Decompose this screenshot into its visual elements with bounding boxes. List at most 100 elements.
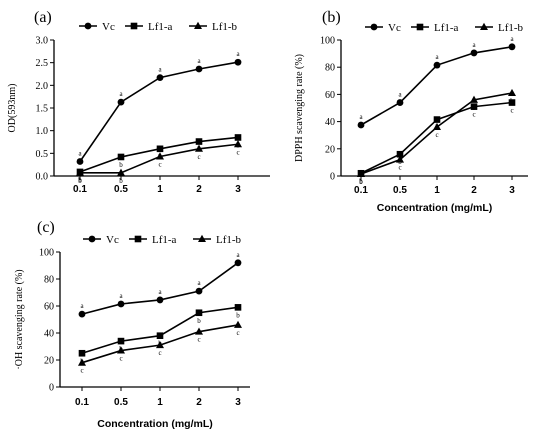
data-point — [357, 121, 365, 129]
significance-label: b — [78, 177, 82, 185]
significance-label: a — [435, 53, 439, 61]
data-point — [433, 122, 441, 131]
data-point — [470, 103, 478, 110]
x-tick-label: 2 — [196, 397, 202, 408]
data-point — [195, 144, 203, 152]
legend-marker — [370, 23, 378, 31]
significance-label: c — [158, 161, 161, 169]
data-point — [234, 58, 242, 66]
significance-label: b — [510, 97, 514, 105]
data-point — [508, 43, 516, 51]
x-tick-label: 2 — [196, 184, 202, 195]
chart-panel-b: (b) 0 20 40 60 80 100 0.1 0.5 1 2 3 DPPH scavenging … — [294, 9, 528, 214]
x-tick-label: 3 — [235, 397, 241, 408]
legend-marker — [88, 235, 96, 243]
data-point — [396, 155, 404, 163]
significance-label: b — [236, 311, 240, 319]
significance-label: c — [197, 153, 200, 161]
y-tick-label: 40 — [44, 329, 54, 340]
x-tick-label: 0.1 — [73, 184, 87, 195]
y-axis-title: OD(593nm) — [7, 84, 18, 133]
significance-label: a — [197, 57, 201, 65]
x-tick-label: 1 — [157, 397, 163, 408]
legend-marker — [416, 23, 424, 31]
data-point — [117, 337, 125, 345]
data-point — [234, 320, 242, 328]
x-tick-label: 1 — [157, 184, 163, 195]
data-point — [76, 158, 84, 165]
significance-label: c — [80, 367, 83, 375]
legend-marker — [480, 22, 488, 30]
data-point — [433, 61, 441, 69]
y-tick-label: 40 — [325, 117, 335, 128]
x-tick-label: 0.1 — [354, 185, 368, 196]
y-axis-title: DPPH scavenging rate (%) — [294, 54, 305, 162]
data-point — [156, 74, 164, 82]
data-point — [396, 150, 404, 158]
data-point — [78, 310, 86, 318]
y-tick-label: 100 — [320, 36, 335, 47]
significance-label: c — [158, 349, 161, 357]
data-point — [76, 168, 84, 176]
data-point — [195, 327, 203, 335]
significance-label: c — [398, 164, 401, 172]
data-point — [117, 168, 125, 176]
x-axis-title: Concentration (mg/mL) — [377, 202, 493, 214]
legend-entry: Lf1-b — [212, 21, 238, 33]
significance-label: a — [78, 149, 82, 157]
data-point — [156, 296, 164, 304]
data-point — [195, 287, 203, 295]
series-vc: a a a a a — [76, 50, 242, 165]
data-point — [78, 358, 86, 366]
significance-label: a — [510, 35, 514, 43]
significance-label: a — [359, 113, 363, 121]
y-tick-label: 0 — [330, 172, 335, 183]
significance-label: b — [197, 317, 201, 325]
legend-entry: Vc — [102, 21, 115, 33]
y-tick-label: 60 — [325, 90, 335, 101]
y-tick-label: 0.0 — [36, 172, 49, 183]
series-vc: a a a a a — [357, 35, 516, 129]
data-point — [470, 95, 478, 103]
y-tick-label: 1.0 — [36, 126, 49, 137]
y-tick-label: 2.5 — [36, 58, 49, 69]
significance-label: b — [119, 161, 123, 169]
data-point — [396, 99, 404, 106]
legend-marker — [134, 235, 142, 243]
x-tick-label: 0.5 — [114, 397, 128, 408]
significance-label: b — [359, 177, 363, 185]
legend-entry: Lf1-a — [148, 21, 173, 33]
x-tick-label: 1 — [434, 185, 440, 196]
y-tick-label: 80 — [44, 275, 54, 286]
data-point — [156, 332, 164, 339]
data-point — [234, 140, 242, 148]
data-point — [195, 309, 203, 317]
y-axis-title: ·OH scavenging rate (%) — [14, 269, 25, 369]
data-point — [156, 145, 164, 153]
y-tick-label: 100 — [39, 248, 54, 259]
y-tick-label: 80 — [325, 63, 335, 74]
chart-panel-c: (c) 0 20 40 60 80 100 0.1 0.5 1 2 3 ·OH scavenging r… — [14, 219, 250, 430]
y-tick-label: 60 — [44, 302, 54, 313]
significance-label: a — [158, 66, 162, 74]
panel-label: (a) — [34, 9, 52, 26]
x-tick-label: 3 — [509, 185, 515, 196]
significance-label: a — [119, 292, 123, 300]
data-point — [117, 300, 125, 308]
panel-label: (c) — [37, 219, 55, 236]
significance-label: a — [197, 279, 201, 287]
y-tick-label: 2.0 — [36, 81, 49, 92]
panel-label: (b) — [322, 9, 341, 26]
significance-label: c — [236, 329, 239, 337]
data-point — [234, 134, 242, 141]
x-tick-label: 0.1 — [75, 397, 89, 408]
legend-entry: Lf1-b — [216, 234, 242, 246]
data-point — [78, 349, 86, 357]
data-point — [117, 153, 125, 161]
data-point — [433, 116, 441, 123]
x-tick-label: 0.5 — [114, 184, 128, 195]
legend: Vc Lf1-a Lf1-b — [79, 21, 238, 33]
